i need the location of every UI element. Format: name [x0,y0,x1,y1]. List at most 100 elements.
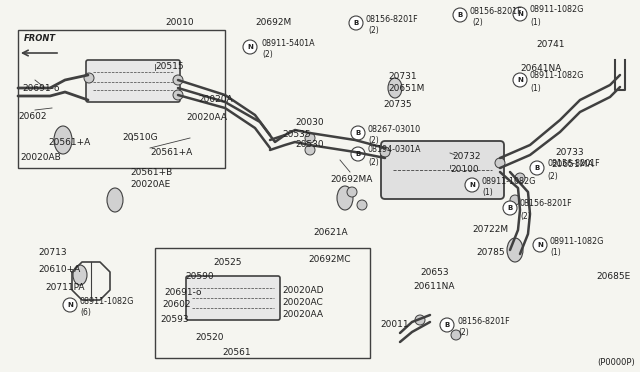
Text: 20711PA: 20711PA [45,283,84,292]
Text: N: N [517,11,523,17]
Text: 20733: 20733 [555,148,584,157]
Circle shape [351,147,365,161]
Circle shape [305,133,315,143]
Circle shape [243,40,257,54]
Text: 20020A: 20020A [198,95,232,104]
Circle shape [453,8,467,22]
Circle shape [510,195,520,205]
Circle shape [305,145,315,155]
Circle shape [173,75,183,85]
Text: 20731: 20731 [388,72,417,81]
Text: 20741: 20741 [536,40,564,49]
Text: 20020AB: 20020AB [20,153,61,162]
Ellipse shape [54,126,72,154]
Text: 20611NA: 20611NA [413,282,454,291]
Text: 08156-8201F: 08156-8201F [365,15,418,23]
Ellipse shape [73,265,87,285]
Bar [18,30,225,168]
Text: 20561+A: 20561+A [48,138,90,147]
Text: 20530: 20530 [295,140,324,149]
Text: N: N [517,77,523,83]
Text: 20010: 20010 [165,18,194,27]
Text: (1): (1) [530,83,541,93]
Text: (2): (2) [368,157,379,167]
Text: 20525: 20525 [213,258,241,267]
Text: 20510G: 20510G [122,133,157,142]
Circle shape [357,200,367,210]
Text: 08911-1082G: 08911-1082G [530,6,584,15]
Text: (1): (1) [550,248,561,257]
Text: B: B [355,130,360,136]
FancyBboxPatch shape [381,141,504,199]
Text: 20653: 20653 [420,268,449,277]
Text: (1): (1) [482,189,493,198]
Circle shape [380,147,390,157]
Text: 08911-1082G: 08911-1082G [482,176,536,186]
Ellipse shape [507,238,523,262]
Circle shape [415,315,425,325]
Text: N: N [537,242,543,248]
Circle shape [495,158,505,168]
Text: 20020AE: 20020AE [130,180,170,189]
Text: 20651M: 20651M [388,84,424,93]
Text: 20722M: 20722M [472,225,508,234]
Text: B: B [458,12,463,18]
Text: 20561: 20561 [222,348,251,357]
Text: B: B [355,151,360,157]
Circle shape [533,238,547,252]
Text: (1): (1) [530,17,541,26]
Text: 20020AC: 20020AC [282,298,323,307]
Text: (2): (2) [262,51,273,60]
FancyBboxPatch shape [186,276,280,320]
Text: 08156-8201F: 08156-8201F [458,317,511,326]
Text: 20561+B: 20561+B [130,168,172,177]
Text: 20685E: 20685E [596,272,630,281]
Text: 08911-5401A: 08911-5401A [262,38,316,48]
Text: 20020AD: 20020AD [282,286,323,295]
Text: (2): (2) [458,328,468,337]
Bar [155,248,370,358]
Text: 20030: 20030 [295,118,324,127]
Text: 20692MA: 20692MA [330,175,372,184]
Text: 20610+A: 20610+A [38,265,80,274]
Text: 08911-1082G: 08911-1082G [530,71,584,80]
FancyBboxPatch shape [86,60,180,102]
Text: (2): (2) [368,26,379,35]
Text: 08911-1082G: 08911-1082G [550,237,604,246]
Circle shape [349,16,363,30]
Text: 20692MC: 20692MC [308,255,351,264]
Text: 20020AA: 20020AA [186,113,227,122]
Text: 08156-8201F: 08156-8201F [547,160,600,169]
Text: 20515: 20515 [155,62,184,71]
Text: B: B [444,322,450,328]
Text: 08911-1082G: 08911-1082G [80,296,134,305]
Text: 20561+A: 20561+A [150,148,192,157]
Circle shape [513,7,527,21]
Text: 20641NA: 20641NA [520,64,561,73]
Circle shape [530,161,544,175]
Text: 20593: 20593 [160,315,189,324]
Text: 20735: 20735 [383,100,412,109]
Circle shape [513,73,527,87]
Text: 08156-8201F: 08156-8201F [469,6,522,16]
Circle shape [503,201,517,215]
Text: 20732: 20732 [452,152,481,161]
Text: (6): (6) [80,308,91,317]
Text: 08267-03010: 08267-03010 [368,125,421,134]
Text: 20590: 20590 [185,272,214,281]
Text: 20691-o: 20691-o [164,288,202,297]
Text: 20020AA: 20020AA [282,310,323,319]
Text: 20713: 20713 [38,248,67,257]
Text: 20602: 20602 [18,112,47,121]
Text: 20602: 20602 [162,300,191,309]
Circle shape [173,90,183,100]
Circle shape [515,173,525,183]
Circle shape [84,73,94,83]
Text: N: N [469,182,475,188]
Text: (2): (2) [368,137,379,145]
Text: 20011: 20011 [380,320,408,329]
Text: 20651MA: 20651MA [551,160,593,169]
Circle shape [351,126,365,140]
Text: N: N [67,302,73,308]
Text: B: B [508,205,513,211]
